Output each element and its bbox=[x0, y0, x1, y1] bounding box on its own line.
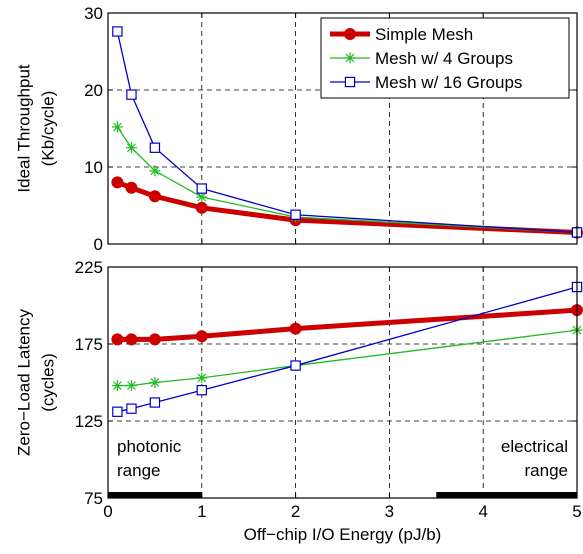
electrical-range-label: range bbox=[525, 461, 568, 480]
asterisk-stroke bbox=[345, 53, 355, 63]
data-point bbox=[344, 76, 356, 88]
asterisk-stroke bbox=[197, 192, 207, 202]
y-axis-label: Ideal Throughput bbox=[14, 64, 33, 193]
photonic-range-bar bbox=[108, 492, 202, 498]
series-line bbox=[116, 31, 578, 234]
data-point bbox=[125, 181, 138, 194]
data-point bbox=[111, 121, 123, 133]
y-tick-label: 125 bbox=[75, 412, 103, 431]
series-line bbox=[116, 126, 578, 234]
asterisk-stroke bbox=[127, 381, 136, 390]
y-tick-label: 20 bbox=[84, 81, 103, 100]
y-tick-label: 10 bbox=[84, 158, 103, 177]
data-point bbox=[344, 52, 356, 64]
data-point bbox=[112, 26, 123, 37]
x-tick-label: 1 bbox=[197, 502, 206, 521]
data-point bbox=[111, 333, 124, 346]
y-axis-label: (cycles) bbox=[38, 353, 57, 412]
y-axis-label: (Kb/cycle) bbox=[38, 91, 57, 167]
data-point bbox=[111, 176, 124, 189]
data-point bbox=[149, 397, 161, 408]
throughput-panel: 0 10 20 30 Ideal Throughput (Kb/cycle) Simple … bbox=[14, 4, 583, 254]
data-point bbox=[148, 333, 161, 346]
y-tick-label: 0 bbox=[94, 235, 103, 254]
data-point bbox=[290, 360, 301, 371]
data-point bbox=[148, 190, 161, 203]
data-point bbox=[126, 403, 137, 414]
asterisk-stroke bbox=[112, 381, 122, 390]
y-tick-label: 175 bbox=[75, 335, 103, 354]
data-point bbox=[196, 191, 208, 203]
asterisk-stroke bbox=[127, 143, 136, 153]
data-point bbox=[125, 380, 137, 392]
x-tick-label: 0 bbox=[103, 502, 112, 521]
asterisk-stroke bbox=[150, 166, 160, 176]
data-point bbox=[125, 333, 138, 346]
photonic-range-label: range bbox=[117, 461, 160, 480]
photonic-range-label: photonic bbox=[117, 437, 182, 456]
data-point bbox=[196, 372, 208, 384]
asterisk-stroke bbox=[112, 122, 122, 132]
electrical-range-label: electrical bbox=[501, 437, 568, 456]
data-point bbox=[125, 142, 137, 154]
data-point bbox=[195, 201, 208, 214]
y-tick-label: 225 bbox=[75, 258, 103, 277]
x-tick-label: 4 bbox=[478, 502, 487, 521]
latency-panel: photonic range electrical range 0 1 2 3 4 5 75 125 1… bbox=[14, 258, 583, 544]
data-point bbox=[149, 377, 161, 388]
series-mesh-w-16-groups bbox=[112, 281, 583, 417]
x-tick-label: 3 bbox=[385, 502, 394, 521]
legend-label: Mesh w/ 16 Groups bbox=[375, 73, 522, 92]
asterisk-stroke bbox=[150, 378, 160, 387]
data-point bbox=[149, 142, 161, 153]
series-line bbox=[116, 180, 578, 235]
series-mesh-w-4-groups bbox=[111, 121, 583, 238]
data-point bbox=[126, 89, 137, 100]
data-point bbox=[289, 322, 302, 335]
data-point bbox=[195, 330, 208, 343]
data-point bbox=[111, 380, 123, 392]
electrical-range-bar bbox=[436, 492, 577, 498]
y-tick-label: 75 bbox=[84, 489, 103, 508]
data-point bbox=[112, 406, 123, 417]
y-axis-label: Zero−Load Latency bbox=[14, 309, 33, 456]
data-point bbox=[196, 385, 207, 396]
data-point bbox=[149, 165, 161, 177]
data-point bbox=[344, 28, 356, 40]
axes-frame bbox=[107, 266, 578, 499]
data-point bbox=[290, 209, 301, 220]
legend: Simple Mesh Mesh w/ 4 Groups Mesh w/ 16 Gr… bbox=[320, 17, 570, 99]
axes-frame bbox=[107, 12, 578, 245]
y-tick-label: 30 bbox=[84, 4, 103, 23]
legend-label: Simple Mesh bbox=[375, 25, 473, 44]
series-mesh-w-4-groups bbox=[111, 324, 583, 392]
x-axis-label: Off−chip I/O Energy (pJ/b) bbox=[244, 525, 442, 544]
x-tick-label: 5 bbox=[572, 502, 581, 521]
legend-label: Mesh w/ 4 Groups bbox=[375, 49, 513, 68]
x-tick-label: 2 bbox=[291, 502, 300, 521]
series-line bbox=[117, 286, 578, 413]
data-point bbox=[196, 183, 207, 194]
asterisk-stroke bbox=[197, 373, 207, 383]
series-line bbox=[117, 307, 578, 342]
